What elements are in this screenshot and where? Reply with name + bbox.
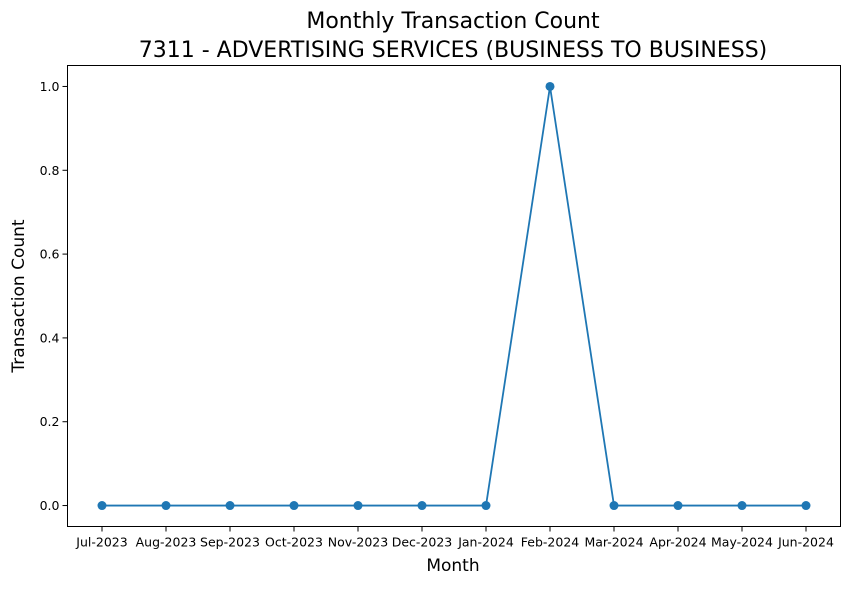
data-point: [417, 501, 427, 511]
x-tick-label: Jan-2024: [457, 535, 514, 550]
plot-area: 0.0 0.2 0.4 0.6 0.8 1.0 Jul-2023 Aug-2023 Sep-20…: [40, 79, 834, 550]
chart-title-line-1: Monthly Transaction Count: [306, 9, 600, 34]
x-tick-label: Oct-2023: [265, 535, 323, 550]
x-tick-label: Jul-2023: [75, 535, 127, 550]
y-tick-label: 0.6: [40, 247, 60, 262]
data-point: [289, 501, 299, 511]
x-tick-label: Apr-2024: [649, 535, 706, 550]
y-tick-label: 0.8: [40, 163, 60, 178]
chart-title-line-2: 7311 - ADVERTISING SERVICES (BUSINESS TO…: [139, 38, 768, 63]
x-tick-label: Aug-2023: [136, 535, 197, 550]
data-point: [673, 501, 683, 511]
y-tick-label: 0.4: [40, 330, 60, 345]
x-tick-label: Jun-2024: [777, 535, 834, 550]
data-point: [481, 501, 491, 511]
data-point: [737, 501, 747, 511]
x-tick-label: May-2024: [711, 535, 773, 550]
y-axis-label: Transaction Count: [9, 219, 29, 373]
data-point: [225, 501, 235, 511]
x-tick-label: Nov-2023: [328, 535, 388, 550]
x-tick-label: Mar-2024: [584, 535, 643, 550]
y-tick-label: 1.0: [40, 79, 60, 94]
x-tick-label: Dec-2023: [392, 535, 453, 550]
series-line: [102, 86, 806, 507]
x-axis-label: Month: [426, 556, 479, 576]
x-tick-label: Sep-2023: [200, 535, 260, 550]
data-point: [161, 501, 171, 511]
y-tick-label: 0.0: [40, 498, 60, 513]
data-point: [801, 501, 811, 511]
plot-frame: [67, 65, 841, 527]
data-point: [545, 81, 555, 91]
data-point: [353, 501, 363, 511]
y-tick-label: 0.2: [40, 414, 60, 429]
data-point: [609, 501, 619, 511]
data-point: [97, 501, 107, 511]
x-tick-label: Feb-2024: [521, 535, 580, 550]
